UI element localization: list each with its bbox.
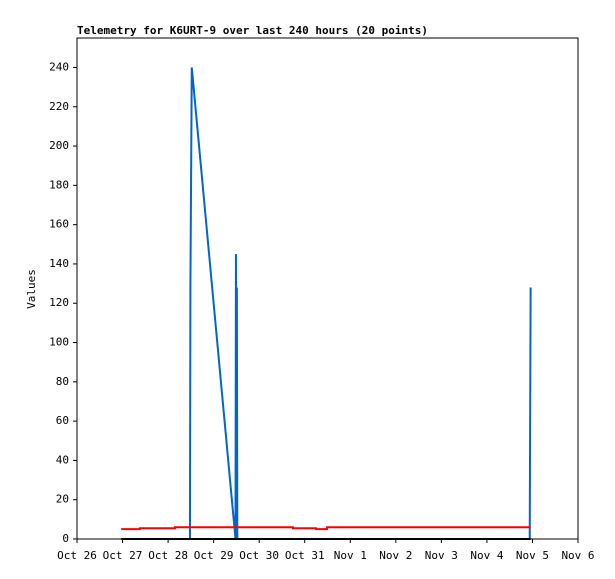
x-tick-label: Oct 26: [57, 549, 97, 562]
y-tick-label: 20: [56, 493, 69, 506]
y-tick-label: 200: [49, 139, 69, 152]
y-tick-label: 60: [56, 414, 69, 427]
x-tick-label: Nov 5: [516, 549, 549, 562]
x-tick-label: Nov 4: [470, 549, 503, 562]
x-tick-label: Oct 30: [239, 549, 279, 562]
y-tick-label: 160: [49, 218, 69, 231]
y-tick-label: 0: [62, 532, 69, 545]
x-tick-label: Nov 1: [334, 549, 367, 562]
y-tick-label: 80: [56, 375, 69, 388]
y-tick-label: 40: [56, 453, 69, 466]
x-tick-label: Nov 6: [561, 549, 594, 562]
y-tick-label: 100: [49, 336, 69, 349]
x-tick-label: Oct 31: [285, 549, 325, 562]
y-axis-label: Values: [25, 269, 38, 309]
y-tick-label: 180: [49, 178, 69, 191]
x-tick-label: Nov 3: [425, 549, 458, 562]
x-tick-label: Nov 2: [379, 549, 412, 562]
series-line: [121, 526, 531, 531]
x-tick-label: Oct 29: [194, 549, 234, 562]
chart-title: Telemetry for K6URT-9 over last 240 hour…: [77, 24, 428, 37]
y-tick-label: 120: [49, 296, 69, 309]
series-line: [188, 67, 532, 540]
y-tick-label: 220: [49, 100, 69, 113]
plot-frame: [76, 37, 579, 540]
x-tick-label: Oct 27: [103, 549, 143, 562]
y-tick-label: 140: [49, 257, 69, 270]
y-tick-label: 240: [49, 60, 69, 73]
x-tick-label: Oct 28: [148, 549, 188, 562]
